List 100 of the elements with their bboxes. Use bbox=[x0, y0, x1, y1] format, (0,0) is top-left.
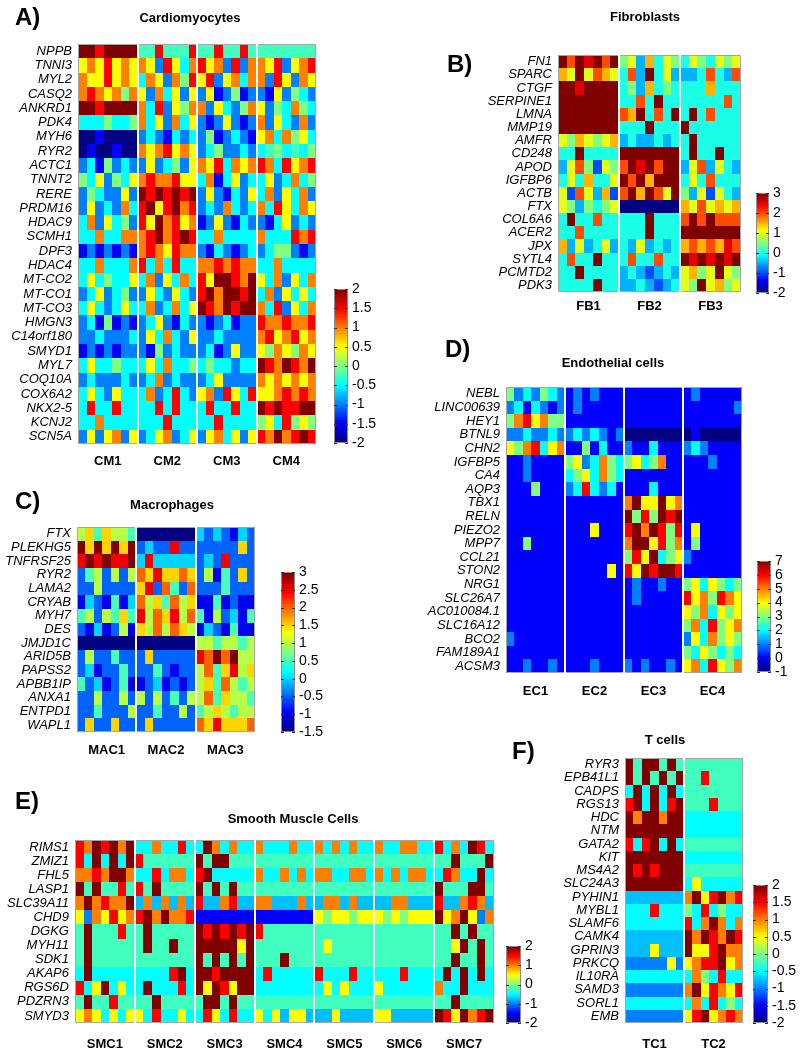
x-tick-label: SMC4 bbox=[266, 1036, 304, 1052]
color-bar-label: -2 bbox=[772, 1013, 785, 1030]
color-bar-label: -1 bbox=[352, 395, 365, 412]
color-bar-label: -1.5 bbox=[772, 996, 797, 1013]
x-tick-label: CM4 bbox=[272, 453, 301, 469]
color-bar-label: 2 bbox=[773, 203, 781, 220]
y-tick-label: FTX bbox=[527, 198, 554, 214]
y-tick-label: SAMD3 bbox=[574, 981, 620, 997]
y-tick-label: HDAC4 bbox=[27, 257, 72, 273]
color-bar-label: -1 bbox=[525, 994, 538, 1011]
x-tick-label: CM2 bbox=[153, 453, 181, 469]
x-tick-label: FB1 bbox=[576, 298, 601, 314]
y-tick-label: TNNT2 bbox=[30, 171, 73, 187]
y-tick-label: SMYD1 bbox=[27, 342, 72, 358]
y-tick-label: ZMIZ1 bbox=[30, 852, 69, 868]
x-tick-label: TC2 bbox=[701, 1036, 726, 1052]
y-tick-label: SORL1 bbox=[576, 994, 619, 1010]
y-tick-label: MYL7 bbox=[38, 357, 73, 373]
y-tick-label: SLC26A7 bbox=[444, 589, 501, 605]
chart-title: T cells bbox=[644, 732, 686, 748]
y-tick-label: APBB1IP bbox=[15, 675, 72, 691]
color-bar-label: -1.5 bbox=[299, 722, 324, 739]
y-tick-label: SLC39A11 bbox=[7, 894, 69, 910]
chart-title: Smooth Muscle Cells bbox=[227, 811, 359, 827]
y-tick-label: MPP7 bbox=[464, 535, 501, 551]
y-tick-label: MYL2 bbox=[38, 71, 73, 87]
y-tick-label: SPARC bbox=[508, 66, 553, 82]
y-tick-label: NRG1 bbox=[463, 576, 500, 592]
y-tick-label: SDK1 bbox=[35, 951, 69, 967]
y-tick-label: ACTC1 bbox=[28, 157, 72, 173]
y-tick-label: FTX bbox=[46, 525, 73, 541]
color-bar-label: 2 bbox=[775, 621, 783, 638]
y-tick-label: MYH6 bbox=[35, 128, 73, 144]
text: F) bbox=[512, 737, 535, 765]
text: B) bbox=[447, 50, 473, 78]
y-tick-label: BCO2 bbox=[464, 630, 501, 646]
color-bar-label: 1 bbox=[299, 633, 307, 650]
y-tick-label: C14orf180 bbox=[11, 328, 73, 344]
y-tick-label: CD248 bbox=[511, 145, 553, 161]
color-bar-label: -0.5 bbox=[772, 962, 797, 979]
y-tick-label: PRDM16 bbox=[19, 199, 73, 215]
y-tick-label: LMNA bbox=[515, 105, 552, 121]
color-bar-label: 3 bbox=[775, 607, 783, 624]
y-tick-label: ENTPD1 bbox=[19, 703, 71, 719]
y-tick-label: ACTB bbox=[516, 184, 553, 200]
y-tick-label: PDK4 bbox=[38, 114, 72, 130]
y-tick-label: HMGN3 bbox=[25, 314, 73, 330]
x-tick-label: EC4 bbox=[699, 683, 726, 699]
color-bar-label: -2 bbox=[773, 283, 786, 300]
y-tick-label: RGS6D bbox=[24, 979, 69, 995]
y-tick-label: AQP3 bbox=[464, 480, 501, 496]
y-tick-label: COQ10A bbox=[19, 371, 72, 387]
y-tick-label: CCL21 bbox=[459, 548, 500, 564]
y-tick-label: RIMS1 bbox=[29, 838, 69, 854]
y-tick-label: CADPS bbox=[574, 782, 620, 798]
y-tick-label: RYR2 bbox=[36, 566, 72, 582]
y-tick-label: SLC16A12 bbox=[437, 616, 501, 632]
y-tick-label: COL6A6 bbox=[502, 211, 553, 227]
color-bar-label: -0.5 bbox=[352, 376, 377, 393]
color-bar-label: 2 bbox=[352, 279, 360, 296]
color-bar-label: 0.5 bbox=[772, 927, 792, 944]
x-tick-label: EC3 bbox=[640, 683, 667, 699]
color-bar-label: 0.5 bbox=[352, 337, 372, 354]
y-tick-label: SLC24A3 bbox=[563, 875, 620, 891]
y-tick-label: LINC00639 bbox=[434, 399, 500, 415]
y-tick-label: PLEKHG5 bbox=[11, 539, 72, 555]
y-tick-label: RYR3 bbox=[584, 756, 620, 772]
y-tick-label: PCMTD2 bbox=[498, 263, 553, 279]
y-tick-label: ACSM3 bbox=[454, 657, 501, 673]
y-tick-label: LASP1 bbox=[28, 880, 69, 896]
x-tick-label: MAC2 bbox=[147, 742, 185, 758]
y-tick-label: MT-CO2 bbox=[23, 271, 73, 287]
color-bar-label: 0 bbox=[773, 243, 781, 260]
y-tick-label: COX6A2 bbox=[20, 385, 73, 401]
y-tick-label: JMJD1C bbox=[20, 634, 72, 650]
y-tick-label: NEBL bbox=[466, 385, 500, 401]
y-tick-label: MYBL1 bbox=[576, 901, 619, 917]
color-bar-label: 1.5 bbox=[352, 299, 372, 316]
x-tick-label: SMC1 bbox=[86, 1036, 123, 1052]
y-tick-label: FHL5 bbox=[37, 866, 70, 882]
y-tick-label: STON2 bbox=[456, 562, 501, 578]
y-tick-label: PYHIN1 bbox=[572, 888, 619, 904]
y-tick-label: EPB41L1 bbox=[564, 769, 619, 785]
y-tick-label: MYH7 bbox=[34, 607, 72, 623]
color-bar-label: 1 bbox=[352, 318, 360, 335]
color-bar-label: -1 bbox=[772, 979, 785, 996]
y-tick-label: IGFBP5 bbox=[453, 453, 501, 469]
x-tick-label: SMC6 bbox=[386, 1036, 423, 1052]
y-tick-label: MT-CO1 bbox=[23, 285, 72, 301]
y-tick-label: SMYD3 bbox=[24, 1007, 70, 1023]
x-tick-label: SMC5 bbox=[326, 1036, 363, 1052]
color-bar-label: 6 bbox=[775, 565, 783, 582]
y-tick-label: SCN5A bbox=[28, 428, 72, 444]
y-tick-label: BTNL9 bbox=[459, 426, 500, 442]
y-tick-label: HEY1 bbox=[466, 412, 500, 428]
text: E) bbox=[15, 787, 39, 815]
chart-title: Cardiomyocytes bbox=[139, 10, 241, 26]
y-tick-label: EMB bbox=[590, 1007, 620, 1023]
color-bar-label: 2 bbox=[525, 936, 533, 953]
x-tick-label: TC1 bbox=[642, 1036, 667, 1052]
